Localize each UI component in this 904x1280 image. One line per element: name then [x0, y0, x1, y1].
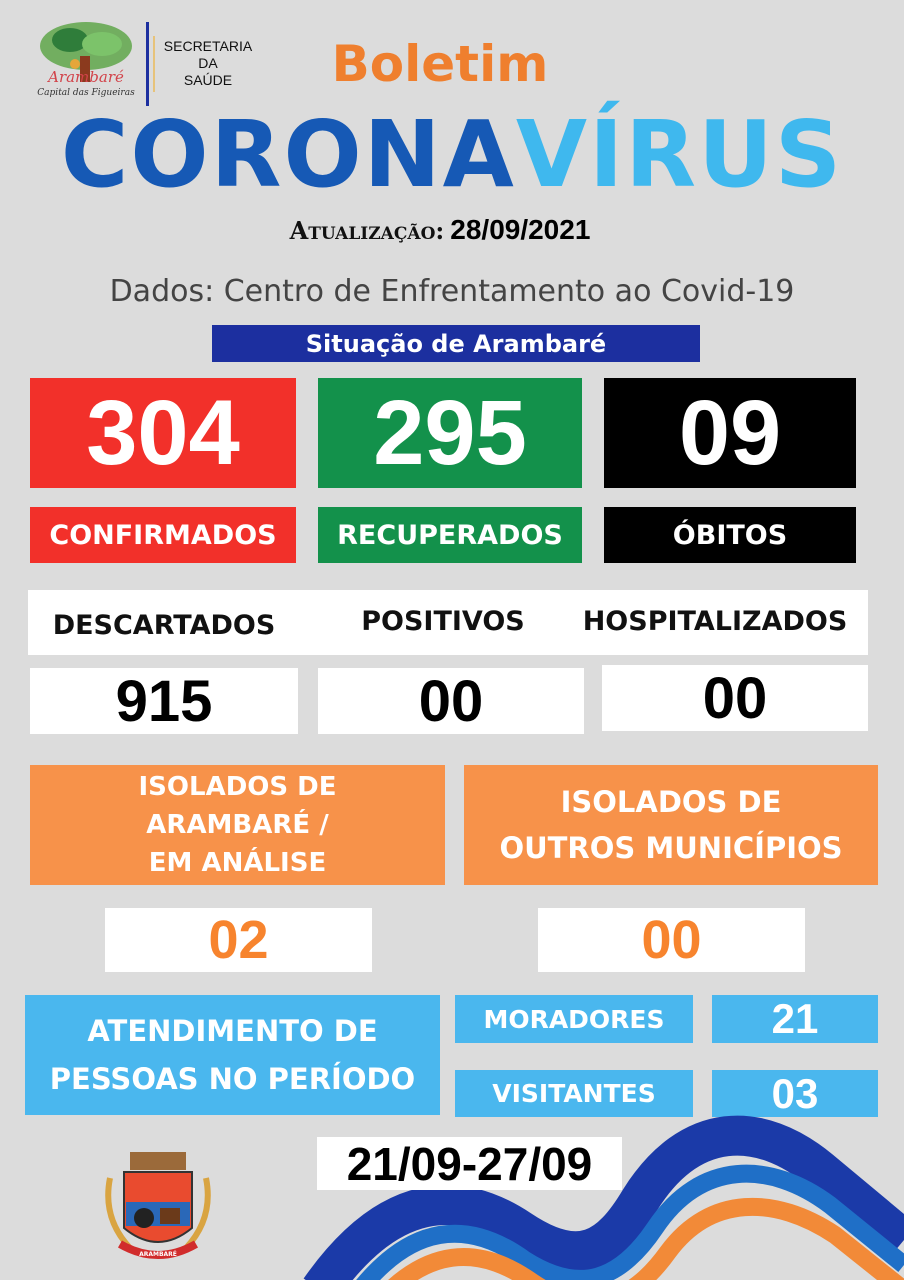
- department-line: SAÚDE: [183, 72, 233, 88]
- department-line: DA: [198, 55, 218, 71]
- hospitalized-value: 00: [602, 665, 868, 731]
- divider-accent: [153, 36, 155, 92]
- update-date: 28/09/2021: [450, 214, 591, 245]
- confirmed-value: 304: [30, 378, 296, 488]
- department-name: SECRETARIA DA SAÚDE: [158, 38, 258, 89]
- secondary-labels-band: [28, 590, 868, 655]
- main-title: CORONA VÍRUS: [60, 101, 844, 208]
- title-virus: VÍRUS: [515, 100, 844, 208]
- update-line: Atualização: 28/09/2021: [200, 212, 680, 248]
- hospitalized-label: HOSPITALIZADOS: [582, 605, 848, 637]
- confirmed-label: CONFIRMADOS: [30, 507, 296, 563]
- deaths-label: ÓBITOS: [604, 507, 856, 563]
- isolated-local-label: ISOLADOS DE ARAMBARÉ / EM ANÁLISE: [30, 765, 445, 885]
- isolated-other-value: 00: [538, 908, 805, 972]
- label-line: ARAMBARÉ /: [146, 810, 329, 840]
- isolated-local-value: 02: [105, 908, 372, 972]
- recovered-label: RECUPERADOS: [318, 507, 582, 563]
- crest-text: ARAMBARÉ: [139, 1251, 177, 1258]
- visitors-label: VISITANTES: [455, 1070, 693, 1117]
- residents-value: 21: [712, 995, 878, 1043]
- department-line: SECRETARIA: [163, 38, 253, 54]
- positive-label: POSITIVOS: [361, 605, 525, 637]
- residents-label: MORADORES: [455, 995, 693, 1043]
- logo-text: Arambaré: [48, 68, 124, 86]
- logo-subtitle: Capital das Figueiras: [37, 88, 135, 98]
- update-label: Atualização:: [289, 215, 445, 245]
- label-line: ISOLADOS DE: [138, 772, 337, 802]
- boletim-title: Boletim: [331, 35, 549, 93]
- label-line: ISOLADOS DE: [560, 785, 782, 819]
- discarded-label: DESCARTADOS: [52, 609, 276, 641]
- label-line: OUTROS MUNICÍPIOS: [499, 831, 843, 865]
- label-line: ATENDIMENTO DE: [87, 1014, 378, 1048]
- data-source: Dados: Centro de Enfrentamento ao Covid-…: [109, 273, 795, 309]
- isolated-other-label: ISOLADOS DE OUTROS MUNICÍPIOS: [464, 765, 878, 885]
- attendance-label: ATENDIMENTO DE PESSOAS NO PERÍODO: [25, 995, 440, 1115]
- title-corona: CORONA: [60, 100, 516, 208]
- discarded-value: 915: [30, 668, 298, 734]
- deaths-value: 09: [604, 378, 856, 488]
- municipal-crest: ARAMBARÉ: [100, 1148, 216, 1266]
- period-dates: 21/09-27/09: [317, 1137, 622, 1190]
- arambare-logo: Arambaré Capital das Figueiras: [30, 16, 142, 108]
- section-banner: Situação de Arambaré: [212, 325, 700, 362]
- visitors-value: 03: [712, 1070, 878, 1117]
- divider: [146, 22, 149, 106]
- positive-value: 00: [318, 668, 584, 734]
- label-line: PESSOAS NO PERÍODO: [49, 1062, 416, 1096]
- label-line: EM ANÁLISE: [148, 848, 327, 878]
- recovered-value: 295: [318, 378, 582, 488]
